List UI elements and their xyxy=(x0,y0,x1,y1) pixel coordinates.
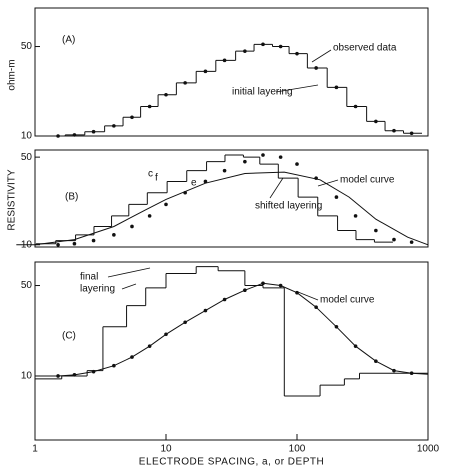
model-curve xyxy=(34,171,429,246)
x-tick-label: 1000 xyxy=(417,444,440,455)
data-point xyxy=(353,214,358,218)
leader-line xyxy=(311,49,332,63)
annotation: initial layering xyxy=(232,87,293,98)
y-axis-label: ohm-m xyxy=(7,59,18,90)
annotation: layering xyxy=(80,284,115,295)
data-point xyxy=(112,233,116,237)
data-point xyxy=(374,228,378,233)
annotation: e xyxy=(191,178,197,189)
y-tick-label: 10 xyxy=(21,131,33,142)
x-axis-label: ELECTRODE SPACING, a, or DEPTH xyxy=(139,457,324,468)
y-tick-label: 50 xyxy=(21,41,33,52)
y-tick-label: 50 xyxy=(21,280,33,291)
data-point xyxy=(164,202,168,207)
panel-label: (B) xyxy=(65,192,78,203)
y-tick-label: 10 xyxy=(21,371,33,382)
data-point xyxy=(409,240,414,244)
data-point xyxy=(222,168,227,173)
annotation: observed data xyxy=(333,43,397,54)
leader-line xyxy=(297,291,319,301)
leader-line xyxy=(317,179,339,187)
data-point xyxy=(147,214,152,218)
leader-line xyxy=(275,84,319,93)
panel-frame xyxy=(34,7,429,137)
data-point xyxy=(295,162,299,166)
y-axis-label: RESISTIVITY xyxy=(7,169,18,230)
panel-frame xyxy=(34,149,429,248)
annotation: f xyxy=(155,173,158,184)
panel-frame xyxy=(34,261,429,441)
model-curve xyxy=(35,282,429,377)
x-tick-label: 100 xyxy=(289,444,306,455)
data-point xyxy=(278,155,283,159)
leader-line xyxy=(107,267,151,278)
panel-label: (A) xyxy=(62,35,75,46)
panel-label: (C) xyxy=(62,331,76,342)
data-point xyxy=(261,153,265,157)
annotation: model curve xyxy=(340,175,395,186)
data-point xyxy=(203,179,208,184)
data-point xyxy=(243,159,247,164)
data-point xyxy=(392,237,396,242)
annotation: c xyxy=(148,169,153,180)
data-point xyxy=(56,242,60,247)
x-tick-label: 1 xyxy=(32,444,38,455)
annotation: final xyxy=(80,272,98,283)
annotation: model curve xyxy=(320,295,375,306)
data-point xyxy=(334,195,339,199)
annotation: shifted layering xyxy=(255,201,322,212)
leader-line xyxy=(121,283,137,290)
data-point xyxy=(72,241,77,246)
data-point xyxy=(130,224,134,229)
x-tick-label: 10 xyxy=(160,444,172,455)
leader-line xyxy=(269,177,284,199)
y-tick-label: 50 xyxy=(21,152,33,163)
data-point xyxy=(91,238,96,243)
